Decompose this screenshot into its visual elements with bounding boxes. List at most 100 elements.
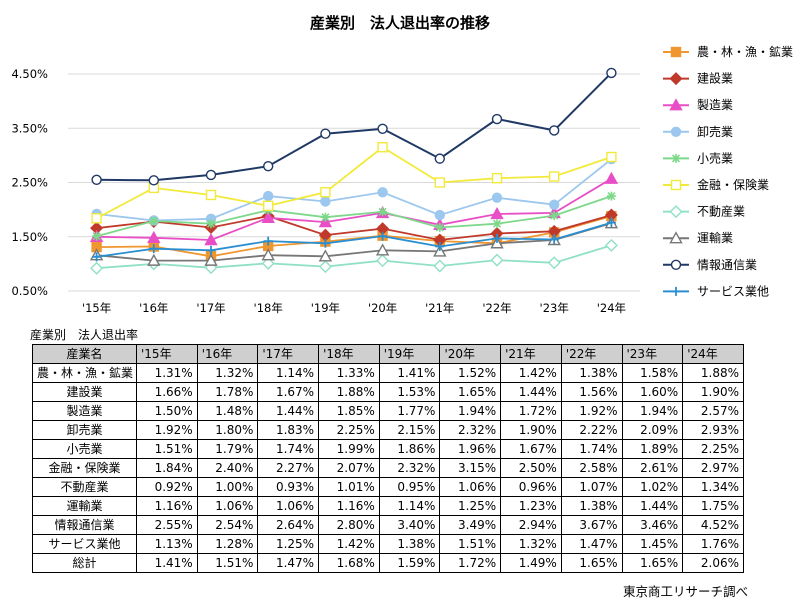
table-cell: 1.84% bbox=[136, 458, 198, 478]
table-cell: 1.01% bbox=[318, 477, 380, 497]
table-header-row: 産業名 '15年 '16年 '17年 '18年 '19年 '20年 '21年 '… bbox=[32, 344, 744, 364]
table-cell: 1.14% bbox=[257, 363, 320, 383]
row-industry-name: 農・林・漁・鉱業 bbox=[32, 363, 137, 383]
table-row: 運輸業 1.16% 1.06% 1.06% 1.16% 1.14% 1.25% 1.23% 1.… bbox=[32, 496, 744, 516]
data-point bbox=[549, 125, 560, 136]
table-cell: 2.55% bbox=[136, 515, 198, 535]
series-line bbox=[96, 221, 612, 258]
table-cell: 2.64% bbox=[257, 515, 320, 535]
table-cell: 1.51% bbox=[136, 439, 198, 459]
table-row: 総計 1.41% 1.51% 1.47% 1.68% 1.59% 1.72% 1.49% 1.6… bbox=[32, 553, 744, 573]
series-line bbox=[96, 158, 612, 222]
data-point bbox=[206, 219, 216, 229]
table-cell: 1.38% bbox=[378, 534, 441, 554]
table-cell: 1.50% bbox=[136, 401, 198, 421]
legend-label: 製造業 bbox=[697, 98, 733, 112]
table-cell: 1.14% bbox=[378, 496, 441, 516]
data-point bbox=[434, 209, 445, 221]
table-cell: 1.99% bbox=[318, 439, 380, 459]
table-cell: 1.44% bbox=[257, 401, 320, 421]
table-cell: 3.67% bbox=[560, 515, 623, 535]
table-cell: 1.89% bbox=[621, 439, 684, 459]
table-cell: 3.49% bbox=[439, 515, 502, 535]
data-point bbox=[490, 207, 504, 220]
data-point bbox=[492, 219, 502, 229]
row-industry-name: 建設業 bbox=[32, 382, 137, 402]
table-cell: 2.27% bbox=[257, 458, 320, 478]
table-cell: 0.93% bbox=[257, 477, 320, 497]
header-year: '21年 bbox=[500, 344, 562, 364]
data-point bbox=[671, 286, 681, 296]
table-cell: 1.76% bbox=[682, 534, 744, 554]
data-point bbox=[91, 213, 102, 224]
table-cell: 2.25% bbox=[318, 420, 380, 440]
table-row: 金融・保険業 1.84% 2.40% 2.27% 2.07% 2.32% 3.15% 2.50… bbox=[32, 458, 744, 478]
series-line bbox=[96, 215, 612, 258]
table-cell: 1.47% bbox=[560, 534, 623, 554]
data-point bbox=[606, 67, 617, 79]
table-cell: 1.74% bbox=[560, 439, 623, 459]
table-cell: 1.16% bbox=[136, 496, 198, 516]
header-year: '23年 bbox=[621, 344, 684, 364]
series-line bbox=[96, 244, 612, 270]
data-point bbox=[435, 223, 445, 233]
series-line bbox=[96, 146, 612, 220]
table-cell: 1.28% bbox=[196, 534, 259, 554]
legend-label: 金融・保険業 bbox=[697, 177, 769, 192]
row-industry-name: 総計 bbox=[32, 553, 137, 573]
table-cell: 1.74% bbox=[257, 439, 320, 459]
header-year: '17年 bbox=[257, 344, 320, 364]
row-industry-name: 不動産業 bbox=[32, 477, 137, 497]
table-cell: 2.22% bbox=[560, 420, 623, 440]
row-industry-name: 情報通信業 bbox=[32, 515, 137, 535]
table-cell: 1.77% bbox=[378, 401, 441, 421]
data-point bbox=[669, 98, 683, 111]
data-point bbox=[671, 153, 681, 163]
table-row: 不動産業 0.92% 1.00% 0.93% 1.01% 0.95% 1.06% 0.96% 1… bbox=[32, 477, 744, 497]
x-tick-label: '23年 bbox=[540, 301, 569, 315]
table-cell: 1.06% bbox=[439, 477, 502, 497]
data-point bbox=[205, 169, 217, 181]
table-cell: 1.44% bbox=[621, 496, 684, 516]
table-cell: 2.25% bbox=[682, 439, 744, 459]
data-table: 産業名 '15年 '16年 '17年 '18年 '19年 '20年 '21年 '… bbox=[32, 344, 744, 573]
data-point bbox=[148, 175, 160, 186]
table-cell: 2.57% bbox=[682, 401, 744, 421]
legend-label: 卸売業 bbox=[697, 124, 733, 139]
header-year: '20年 bbox=[439, 344, 502, 364]
data-point bbox=[204, 233, 218, 246]
legend-label: サービス業他 bbox=[697, 284, 769, 298]
table-cell: 1.83% bbox=[257, 420, 320, 440]
data-point bbox=[263, 161, 274, 172]
data-point bbox=[320, 128, 331, 139]
table-cell: 1.92% bbox=[560, 401, 623, 421]
table-cell: 1.48% bbox=[196, 401, 259, 421]
table-cell: 1.49% bbox=[500, 553, 562, 573]
table-cell: 2.15% bbox=[378, 420, 441, 440]
table-cell: 1.16% bbox=[318, 496, 380, 516]
data-point bbox=[434, 177, 445, 188]
y-tick-label: 1.50% bbox=[11, 230, 48, 244]
data-point bbox=[549, 199, 560, 210]
data-point bbox=[490, 253, 504, 267]
table-cell: 1.58% bbox=[621, 363, 684, 383]
table-cell: 1.33% bbox=[318, 363, 380, 383]
data-point bbox=[669, 205, 683, 219]
table-cell: 1.38% bbox=[560, 363, 623, 383]
series-line bbox=[96, 195, 612, 238]
data-point bbox=[261, 256, 275, 270]
legend-label: 運輸業 bbox=[697, 230, 733, 245]
table-cell: 2.09% bbox=[621, 420, 684, 440]
chart-title: 産業別 法人退出率の推移 bbox=[309, 14, 490, 32]
row-industry-name: 金融・保険業 bbox=[32, 458, 137, 478]
table-cell: 1.65% bbox=[560, 553, 623, 573]
table-cell: 1.25% bbox=[257, 534, 320, 554]
data-point bbox=[606, 151, 617, 163]
data-point bbox=[549, 234, 559, 244]
table-row: 農・林・漁・鉱業 1.31% 1.32% 1.14% 1.33% 1.41% 1.52% 1.… bbox=[32, 363, 744, 383]
table-cell: 1.41% bbox=[378, 363, 441, 383]
data-point bbox=[147, 230, 161, 244]
data-point bbox=[261, 248, 275, 261]
header-year: '19年 bbox=[378, 344, 441, 364]
table-cell: 1.65% bbox=[439, 382, 502, 402]
